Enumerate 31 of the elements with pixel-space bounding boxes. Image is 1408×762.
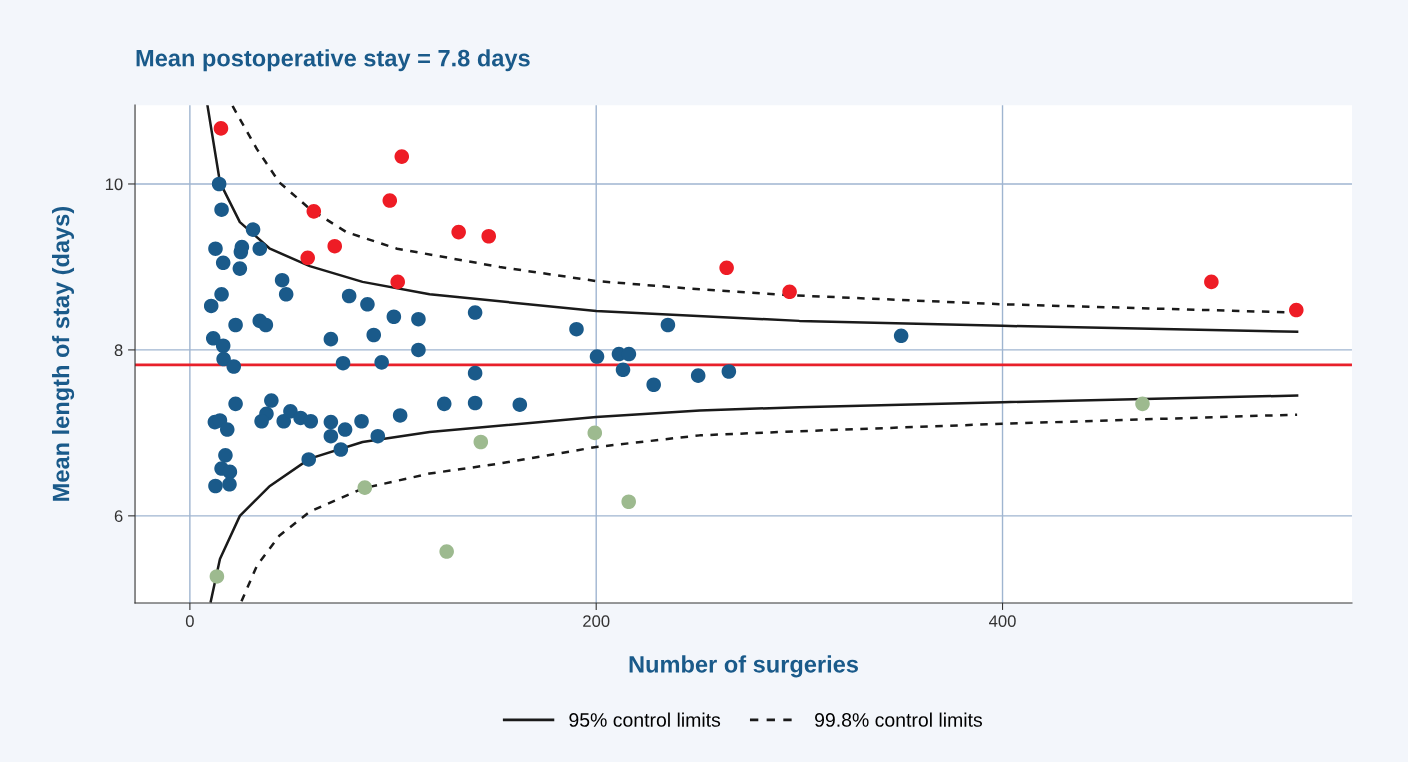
y-tick-label: 6 bbox=[114, 510, 123, 523]
point bbox=[327, 238, 343, 254]
point bbox=[719, 260, 734, 276]
point bbox=[213, 121, 229, 136]
point bbox=[1204, 274, 1219, 290]
x-tick-label: 400 bbox=[989, 615, 1016, 628]
x-tick-label: 0 bbox=[185, 615, 194, 628]
point bbox=[357, 480, 373, 495]
point bbox=[621, 494, 636, 510]
legend-label: 95% control limits bbox=[569, 712, 721, 727]
y-axis-title: Mean length of stay (days) bbox=[52, 206, 75, 501]
point bbox=[394, 149, 410, 164]
point bbox=[300, 250, 315, 266]
x-axis-title: Number of surgeries bbox=[629, 655, 858, 678]
chart-title: Mean postoperative stay = 7.8 days bbox=[136, 49, 530, 72]
point bbox=[473, 434, 489, 450]
y-tick-label: 8 bbox=[114, 344, 123, 357]
point bbox=[390, 274, 405, 290]
point bbox=[209, 569, 225, 584]
point bbox=[1135, 396, 1150, 412]
point bbox=[382, 193, 398, 208]
point bbox=[587, 425, 603, 441]
point bbox=[782, 284, 797, 300]
point bbox=[439, 544, 454, 559]
point bbox=[481, 228, 497, 244]
legend-label: 99.8% control limits bbox=[815, 712, 983, 727]
point bbox=[306, 204, 322, 219]
point bbox=[451, 224, 466, 240]
y-tick-label: 10 bbox=[105, 178, 123, 191]
point bbox=[1289, 302, 1304, 318]
x-tick-label: 200 bbox=[583, 615, 610, 628]
